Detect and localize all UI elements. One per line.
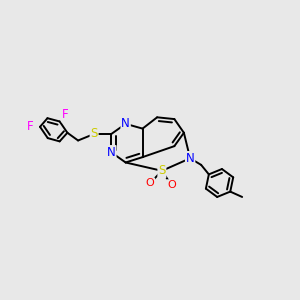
Text: S: S	[158, 164, 166, 177]
Text: N: N	[121, 117, 130, 130]
Text: N: N	[186, 152, 194, 165]
Text: O: O	[146, 178, 154, 188]
Text: N: N	[107, 146, 116, 159]
Text: O: O	[167, 180, 176, 190]
Text: F: F	[62, 108, 68, 122]
Text: S: S	[90, 128, 98, 140]
Text: F: F	[27, 120, 34, 133]
